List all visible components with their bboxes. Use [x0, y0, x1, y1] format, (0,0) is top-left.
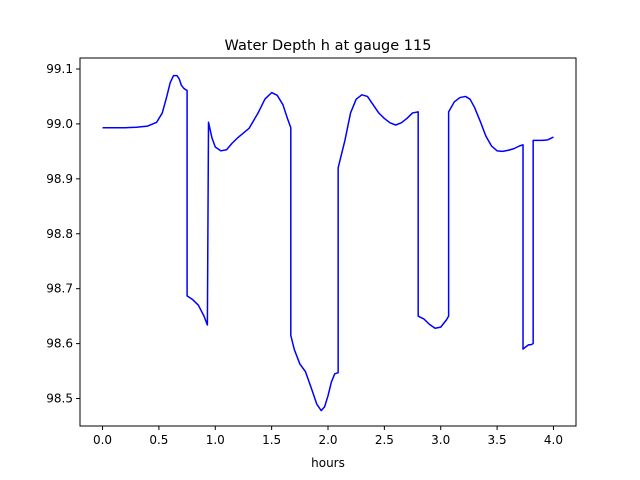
y-tick-label: 99.1: [46, 62, 73, 76]
x-axis-label: hours: [311, 456, 345, 470]
x-tick-label: 4.0: [544, 433, 563, 447]
series-line: [102, 74, 554, 412]
y-tick-label: 98.9: [46, 172, 73, 186]
x-tick-label: 3.5: [488, 433, 507, 447]
x-tick-label: 2.0: [318, 433, 337, 447]
y-tick-label: 98.8: [46, 227, 73, 241]
y-axis: 98.5 98.6 98.7 98.8 98.9 99.0 99.1: [46, 62, 80, 406]
y-tick-label: 98.6: [46, 337, 73, 351]
y-tick-label: 98.5: [46, 392, 73, 406]
x-tick-label: 1.5: [262, 433, 281, 447]
x-tick-label: 1.0: [206, 433, 225, 447]
x-axis: 0.0 0.5 1.0 1.5 2.0 2.5 3.0 3.5 4.0: [93, 426, 563, 447]
x-tick-label: 3.0: [431, 433, 450, 447]
y-tick-label: 98.7: [46, 282, 73, 296]
x-tick-label: 2.5: [375, 433, 394, 447]
chart-title: Water Depth h at gauge 115: [225, 38, 432, 54]
x-tick-label: 0.0: [93, 433, 112, 447]
series-layer: [102, 74, 554, 412]
x-tick-label: 0.5: [149, 433, 168, 447]
y-tick-label: 99.0: [46, 117, 73, 131]
